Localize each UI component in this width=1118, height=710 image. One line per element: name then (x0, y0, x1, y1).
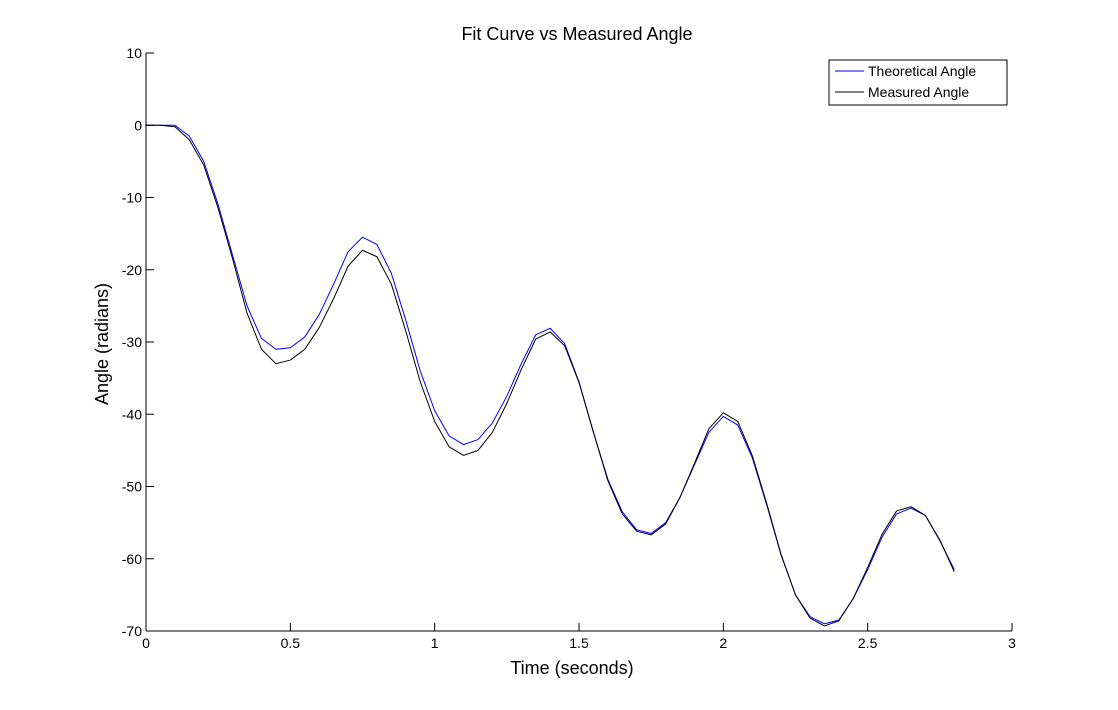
y-tick-label: 0 (134, 117, 142, 133)
x-tick-label: 0.5 (281, 635, 301, 651)
y-tick-label: -60 (122, 551, 142, 567)
legend: Theoretical Angle Measured Angle (828, 59, 1008, 106)
x-tick-label: 2 (719, 635, 727, 651)
x-tick-label: 1.5 (569, 635, 589, 651)
y-tick-label: -20 (122, 262, 142, 278)
y-ticks: 10 0 -10 -20 -30 -40 -50 -60 -70 (122, 45, 154, 639)
x-tick-label: 0 (142, 635, 150, 651)
y-tick-label: -40 (122, 406, 142, 422)
x-axis-label: Time (seconds) (510, 658, 633, 678)
plot-frame (146, 53, 1012, 631)
y-tick-label: -70 (122, 623, 142, 639)
legend-label-measured-angle: Measured Angle (868, 84, 969, 100)
y-axis-label: Angle (radians) (92, 283, 112, 405)
series-group (146, 124, 955, 627)
x-ticks: 0 0.5 1 1.5 2 2.5 3 (142, 623, 1016, 651)
legend-box (828, 59, 1008, 106)
y-tick-label: 10 (126, 45, 142, 61)
y-tick-label: -50 (122, 479, 142, 495)
series-line-theoretical-angle (146, 124, 955, 625)
x-tick-label: 2.5 (858, 635, 878, 651)
y-tick-label: -30 (122, 334, 142, 350)
x-tick-label: 1 (431, 635, 439, 651)
x-tick-label: 3 (1008, 635, 1016, 651)
series-line-measured-angle (146, 124, 955, 627)
y-tick-label: -10 (122, 190, 142, 206)
chart-title: Fit Curve vs Measured Angle (461, 24, 692, 44)
legend-label-theoretical-angle: Theoretical Angle (868, 63, 976, 79)
